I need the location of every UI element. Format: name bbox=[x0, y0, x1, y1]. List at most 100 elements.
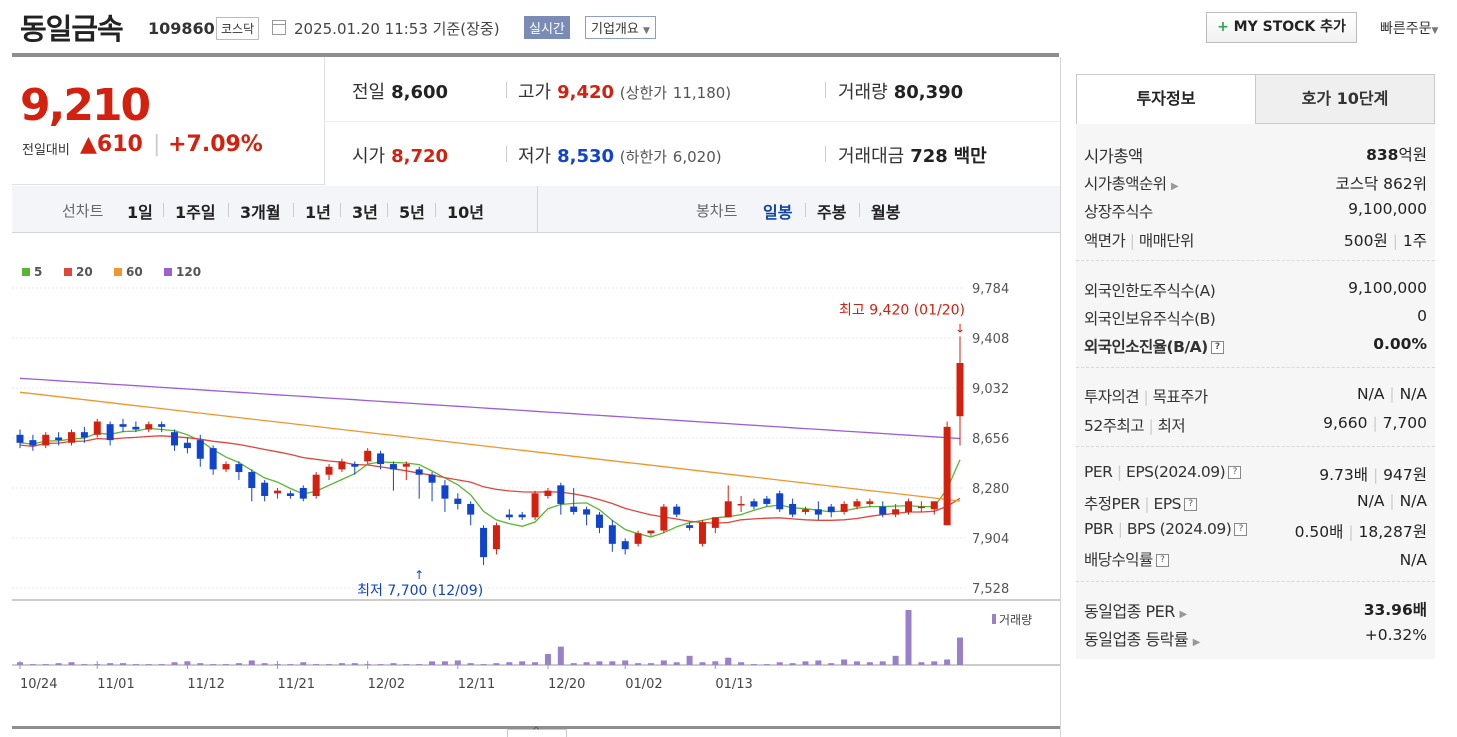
stat-label: 시가 bbox=[352, 146, 386, 167]
candle-body bbox=[196, 440, 204, 459]
company-overview-dropdown[interactable]: 기업개요 ▼ bbox=[585, 16, 656, 39]
period-1d[interactable]: 1일 bbox=[127, 203, 153, 222]
candle-body bbox=[673, 506, 681, 515]
volume-bar bbox=[686, 655, 693, 665]
realtime-button[interactable]: 실시간 bbox=[524, 16, 570, 39]
volume-bar bbox=[853, 661, 860, 665]
volume-bar bbox=[132, 664, 139, 665]
row-value: N/A bbox=[1357, 492, 1385, 510]
period-1w[interactable]: 1주일 bbox=[175, 203, 216, 222]
stock-chart[interactable]: 5 20 60 120 거래량 9,784 9,408 9,032 8,656 8,280 7,… bbox=[12, 233, 1060, 727]
x-axis: 10/24 11/01 11/12 11/21 12/02 12/11 12/20 01/02… bbox=[19, 661, 753, 692]
candle-body bbox=[608, 525, 616, 544]
row-label: 동일업종 등락률 bbox=[1084, 630, 1189, 649]
y-axis: 9,784 9,408 9,032 8,656 8,280 7,904 7,528 bbox=[972, 282, 1009, 597]
period-3m[interactable]: 3개월 bbox=[240, 203, 281, 222]
volume-bar bbox=[287, 664, 294, 665]
divider bbox=[506, 146, 507, 162]
quick-order-dropdown[interactable]: 빠른주문▼ bbox=[1380, 18, 1438, 38]
collapse-toggle[interactable]: ^ bbox=[507, 726, 567, 737]
row-rank[interactable]: 시가총액순위 ▶ 코스닥 862위 bbox=[1084, 172, 1427, 194]
volume-bar bbox=[429, 661, 436, 665]
period-10y[interactable]: 10년 bbox=[447, 203, 484, 222]
divider bbox=[163, 203, 164, 217]
paren: ) bbox=[715, 148, 722, 166]
volume-bar bbox=[532, 662, 539, 665]
candle-body bbox=[814, 509, 822, 515]
row-52week: 52주최고 | 최저 9,660 | 7,700 bbox=[1084, 414, 1427, 435]
volume-bar bbox=[351, 663, 358, 665]
help-icon[interactable]: ? bbox=[1228, 466, 1242, 479]
market-badge: 코스닥 bbox=[216, 17, 260, 40]
help-icon[interactable]: ? bbox=[1234, 523, 1248, 536]
chart-legend: 5 20 60 120 bbox=[22, 265, 201, 279]
candle-body bbox=[570, 506, 578, 512]
row-label: 상장주식수 bbox=[1084, 203, 1153, 221]
my-stock-add-button[interactable]: + MY STOCK 추가 bbox=[1206, 12, 1357, 43]
section-divider bbox=[1076, 581, 1435, 582]
ma-line bbox=[19, 377, 961, 440]
x-tick-label: 12/11 bbox=[458, 677, 495, 692]
help-icon[interactable]: ? bbox=[1210, 341, 1224, 354]
candle-body bbox=[106, 424, 114, 441]
volume-bar bbox=[544, 654, 551, 665]
candle-body bbox=[904, 501, 912, 512]
volume-bar bbox=[609, 661, 616, 665]
volume-bar bbox=[905, 610, 912, 665]
row-value: 500원 bbox=[1343, 232, 1388, 250]
row-value: 코스닥 862위 bbox=[1335, 175, 1427, 193]
candle-body bbox=[544, 490, 552, 496]
y-tick-label: 7,904 bbox=[972, 532, 1009, 547]
candle-body bbox=[930, 501, 938, 510]
volume-bar bbox=[596, 661, 603, 665]
help-icon[interactable]: ? bbox=[1155, 554, 1169, 567]
row-dividend: 배당수익률? N/A bbox=[1084, 548, 1427, 570]
volume-bar bbox=[29, 664, 36, 665]
candle-body bbox=[686, 525, 694, 528]
candle-body bbox=[171, 432, 179, 446]
candle-body bbox=[351, 464, 359, 467]
period-3y[interactable]: 3년 bbox=[352, 203, 378, 222]
row-sector-change[interactable]: 동일업종 등락률 ▶ +0.32% bbox=[1084, 626, 1427, 650]
row-label: 외국인보유주식수(B) bbox=[1084, 310, 1216, 328]
row-label-2: 매매단위 bbox=[1138, 232, 1195, 250]
stat-value: 80,390 bbox=[893, 82, 964, 103]
volume-bar bbox=[120, 663, 127, 665]
change-label: 전일대비 bbox=[22, 143, 70, 158]
x-tick-label: 11/01 bbox=[97, 677, 134, 692]
row-sector-per[interactable]: 동일업종 PER ▶ 33.96배 bbox=[1084, 598, 1427, 622]
candle-weekly[interactable]: 주봉 bbox=[817, 203, 847, 222]
row-value: N/A bbox=[1399, 551, 1427, 569]
candle-body bbox=[518, 514, 526, 518]
candle-body bbox=[737, 503, 745, 506]
volume-bar bbox=[815, 660, 822, 665]
divider bbox=[506, 82, 507, 98]
panel-divider bbox=[1060, 57, 1061, 737]
current-price: 9,210 bbox=[20, 80, 151, 131]
candle-body bbox=[286, 493, 294, 496]
tab-invest-info[interactable]: 투자정보 bbox=[1076, 74, 1256, 124]
volume-bar bbox=[300, 662, 307, 665]
candle-body bbox=[119, 424, 127, 427]
up-arrow-icon: ▲ bbox=[80, 132, 97, 157]
candle-body bbox=[377, 453, 385, 465]
candle-body bbox=[840, 503, 848, 512]
stat-value: 8,530 bbox=[557, 146, 615, 167]
legend-swatch bbox=[114, 268, 122, 276]
candle-body bbox=[68, 432, 76, 443]
volume-bar bbox=[557, 646, 564, 665]
tab-order-book[interactable]: 호가 10단계 bbox=[1255, 74, 1435, 124]
candle-body bbox=[55, 437, 63, 441]
invest-info-panel bbox=[1076, 124, 1435, 659]
candle-daily[interactable]: 일봉 bbox=[763, 203, 793, 222]
volume-bar bbox=[957, 637, 963, 665]
period-5y[interactable]: 5년 bbox=[399, 203, 425, 222]
y-tick-label: 7,528 bbox=[972, 582, 1009, 597]
y-tick-label: 9,784 bbox=[972, 282, 1009, 297]
volume-bar bbox=[635, 663, 642, 665]
divider bbox=[859, 203, 860, 217]
period-1y[interactable]: 1년 bbox=[305, 203, 331, 222]
candle-body bbox=[299, 488, 307, 499]
candle-monthly[interactable]: 월봉 bbox=[871, 203, 901, 222]
help-icon[interactable]: ? bbox=[1184, 498, 1198, 511]
